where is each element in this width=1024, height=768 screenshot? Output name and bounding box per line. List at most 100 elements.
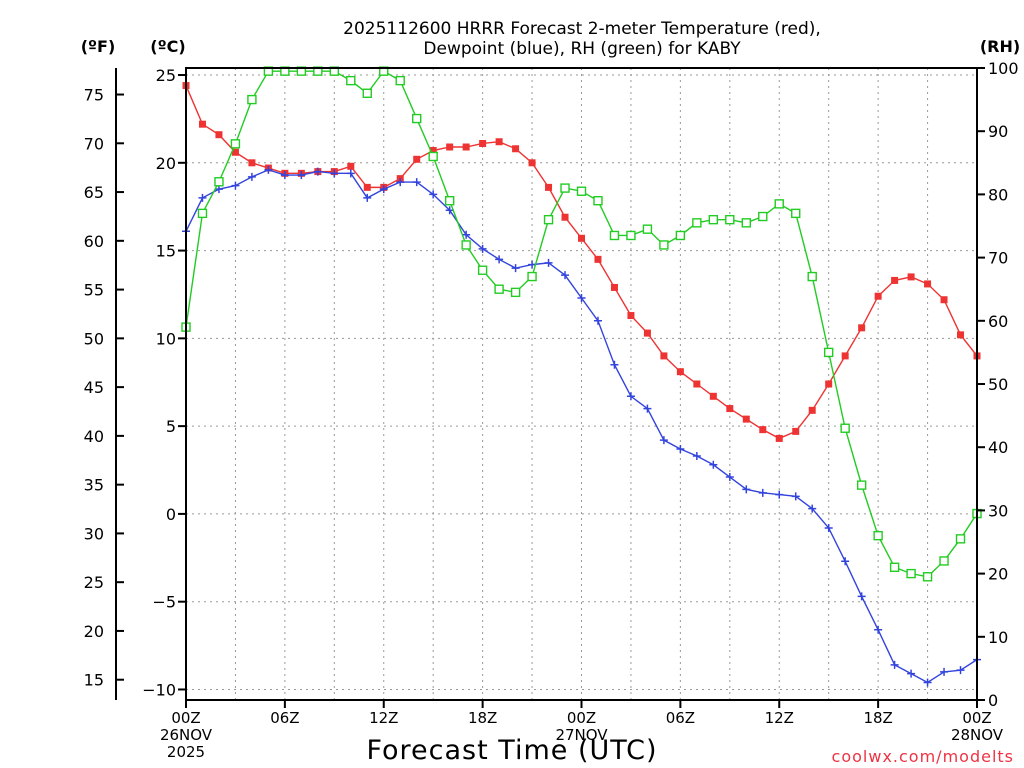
dewpoint-point <box>758 488 767 497</box>
dewpoint-point <box>626 392 635 401</box>
fahrenheit-tick-label: 45 <box>84 378 104 397</box>
celsius-tick-label: 10 <box>156 329 176 348</box>
temperature-point <box>347 162 355 170</box>
temperature-point <box>709 392 717 400</box>
temperature-point <box>610 283 618 291</box>
fahrenheit-tick-label: 60 <box>84 232 104 251</box>
dewpoint-point <box>495 255 504 264</box>
temperature-point <box>215 131 223 139</box>
temperature-point <box>578 234 585 242</box>
dewpoint-point <box>462 230 471 239</box>
fahrenheit-tick-label: 50 <box>84 329 104 348</box>
rh-point <box>197 208 208 219</box>
dewpoint-point <box>940 667 949 676</box>
dewpoint-point <box>676 444 685 453</box>
fahrenheit-tick-label: 25 <box>84 573 104 592</box>
dewpoint-point <box>593 316 602 325</box>
dewpoint-point <box>297 171 306 180</box>
rh-point <box>856 480 867 490</box>
rh-point <box>873 530 883 541</box>
celsius-tick-label: 20 <box>156 154 176 173</box>
rh-axis-label: (RH) <box>980 37 1020 56</box>
watermark: coolwx.com/modelts <box>832 747 1014 766</box>
dewpoint-point <box>511 264 520 273</box>
rh-tick-label: 60 <box>988 312 1008 331</box>
rh-tick-label: 20 <box>988 565 1008 584</box>
temperature-point <box>775 434 783 442</box>
temperature-point <box>924 280 932 288</box>
x-tick-label: 06Z <box>666 709 695 727</box>
dewpoint-point <box>379 185 388 194</box>
x-tick-label: 28NOV <box>951 726 1004 744</box>
rh-point <box>906 568 916 579</box>
rh-point <box>774 199 784 209</box>
rh-point <box>609 230 620 241</box>
dewpoint-point <box>280 171 289 180</box>
temperature-point <box>512 145 520 153</box>
rh-tick-label: 70 <box>988 249 1008 268</box>
temperature-point <box>957 331 965 339</box>
temperature-point <box>198 120 206 128</box>
temperature-point <box>363 183 371 191</box>
dewpoint-point <box>890 660 899 669</box>
fahrenheit-tick-label: 35 <box>84 476 104 495</box>
temperature-point <box>248 159 256 167</box>
temperature-point <box>643 329 651 337</box>
fahrenheit-tick-label: 15 <box>84 671 104 690</box>
x-tick-label: 00Z <box>171 709 200 727</box>
temperature-point <box>808 406 816 414</box>
dewpoint-point <box>725 473 734 482</box>
rh-point <box>725 214 735 225</box>
dewpoint-point <box>544 258 553 267</box>
temperature-point <box>726 405 734 413</box>
temperature-point <box>825 380 833 388</box>
temperature-point <box>891 276 899 284</box>
dewpoint-point <box>692 451 701 460</box>
fahrenheit-tick-label: 40 <box>84 427 104 446</box>
dewpoint-point <box>412 178 421 187</box>
fahrenheit-tick-label: 20 <box>84 622 104 641</box>
rh-point <box>708 214 719 225</box>
dewpoint-point <box>330 169 339 178</box>
dewpoint-point <box>198 193 207 202</box>
dewpoint-point <box>363 193 372 202</box>
rh-point <box>230 139 241 149</box>
temperature-point <box>841 352 849 360</box>
rh-point <box>527 271 537 282</box>
dewpoint-point <box>346 169 355 178</box>
temperature-point <box>792 427 800 435</box>
rh-tick-label: 50 <box>988 375 1008 394</box>
temperature-point <box>545 183 553 191</box>
dewpoint-point <box>445 206 454 215</box>
temperature-point <box>594 255 602 263</box>
dewpoint-point <box>742 485 751 494</box>
dewpoint-point <box>577 293 586 302</box>
rh-point <box>428 151 438 162</box>
celsius-tick-label: 0 <box>166 505 176 524</box>
dewpoint-point <box>857 592 866 601</box>
dewpoint-point <box>429 190 438 199</box>
rh-point <box>576 186 587 196</box>
rh-point <box>659 240 669 250</box>
x-tick-label: 00Z <box>567 709 596 727</box>
x-axis-label: Forecast Time (UTC) <box>366 735 657 766</box>
celsius-tick-label: 25 <box>156 66 176 85</box>
fahrenheit-tick-label: 30 <box>84 524 104 543</box>
dewpoint-point <box>264 165 273 174</box>
rh-point <box>692 218 702 228</box>
dewpoint-point <box>231 181 240 190</box>
rh-tick-label: 100 <box>988 59 1019 78</box>
dewpoint-point <box>907 669 916 678</box>
rh-tick-label: 90 <box>988 122 1008 141</box>
chart-title-line-2: Dewpoint (blue), RH (green) for KABY <box>423 39 741 59</box>
x-tick-label: 12Z <box>765 709 794 727</box>
dewpoint-point <box>396 178 405 187</box>
dewpoint-point <box>709 460 718 469</box>
rh-point <box>362 88 372 98</box>
fahrenheit-tick-label: 55 <box>84 281 104 300</box>
dewpoint-point <box>824 523 833 532</box>
temperature-point <box>429 147 437 155</box>
fahrenheit-tick-label: 70 <box>84 134 104 153</box>
celsius-tick-label: −5 <box>152 593 176 612</box>
